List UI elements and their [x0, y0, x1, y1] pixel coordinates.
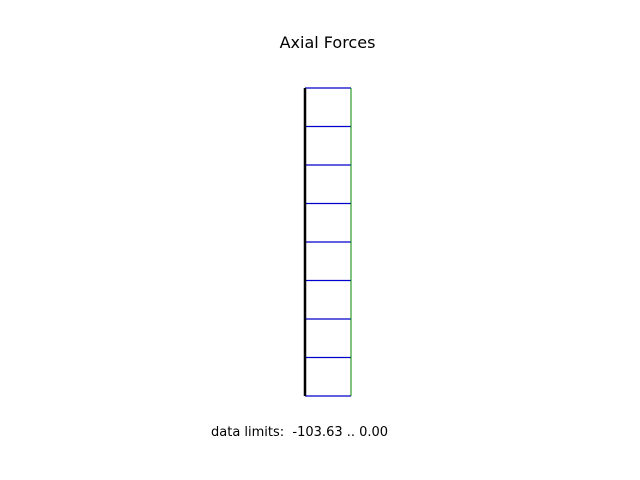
force-fill-group [305, 87, 351, 397]
plot-title: Axial Forces [279, 33, 376, 52]
data-limits-label: data limits: -103.63 .. 0.00 [211, 425, 389, 440]
